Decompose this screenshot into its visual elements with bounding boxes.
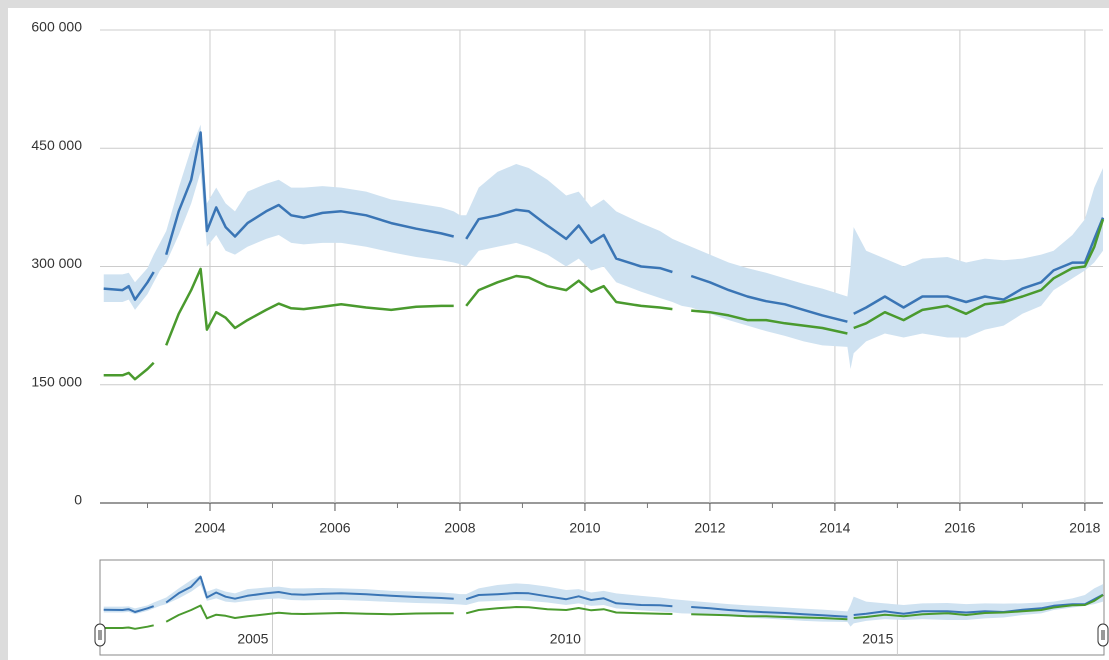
x-tick-label: 2004	[194, 520, 225, 536]
navigator-handle[interactable]	[94, 623, 106, 647]
x-tick-label: 2016	[944, 520, 975, 536]
series-line	[103, 131, 1105, 323]
x-tick-label: 2008	[444, 520, 475, 536]
x-tick-label: 2006	[319, 520, 350, 536]
y-tick-label: 600 000	[31, 19, 82, 35]
y-tick-label: 0	[74, 492, 82, 508]
x-tick-label: 2012	[694, 520, 725, 536]
y-tick-label: 300 000	[31, 255, 82, 271]
navigator-series-line	[103, 575, 1104, 618]
navigator-handle[interactable]	[1097, 623, 1109, 647]
y-tick-label: 450 000	[31, 137, 82, 153]
x-tick-label: 2018	[1069, 520, 1100, 536]
chart-panel	[8, 8, 1109, 660]
navigator-tick-label: 2010	[550, 631, 581, 647]
navigator-tick-label: 2015	[862, 631, 893, 647]
band	[103, 124, 1104, 369]
series-line	[103, 218, 1105, 381]
x-tick-label: 2014	[819, 520, 850, 536]
x-tick-label: 2010	[569, 520, 600, 536]
navigator-series-line	[103, 594, 1104, 630]
navigator-band	[103, 575, 1104, 627]
navigator-tick-label: 2005	[237, 631, 268, 647]
y-tick-label: 150 000	[31, 373, 82, 389]
